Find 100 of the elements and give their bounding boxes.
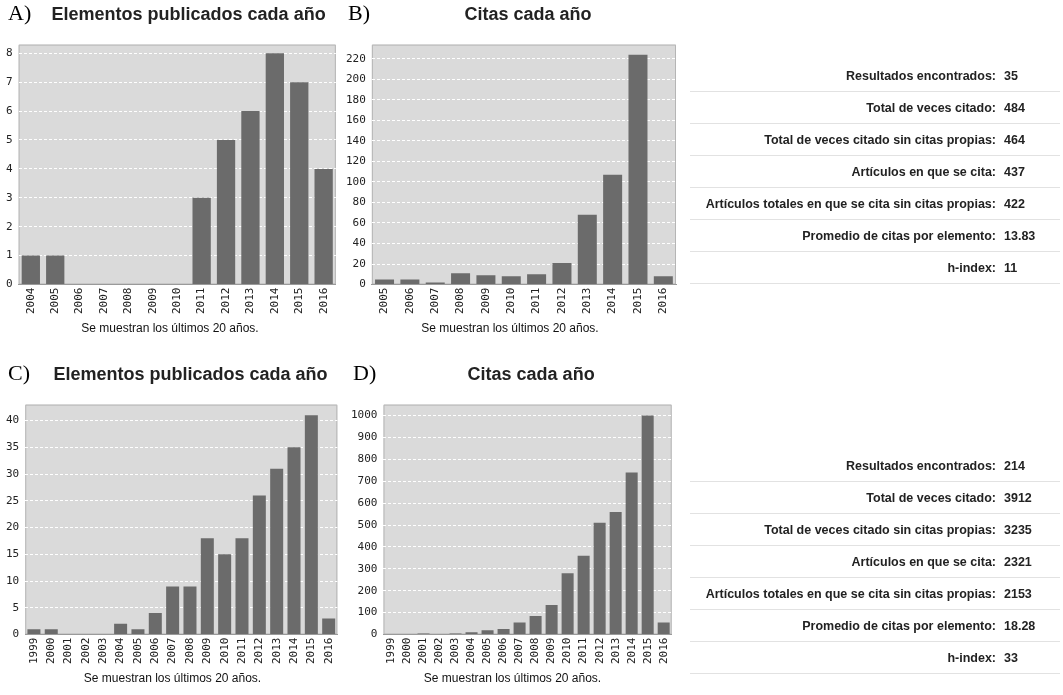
x-tick-label: 2008 — [528, 637, 542, 665]
y-tick-label: 140 — [345, 133, 366, 147]
bar — [44, 629, 58, 635]
bar — [46, 255, 65, 285]
y-tick-label: 160 — [345, 113, 366, 127]
text: Total de veces citado sin citas propias: 464 — [763, 132, 1026, 147]
y-tick-label: 5 — [6, 132, 13, 146]
y-tick-label: 100 — [357, 605, 378, 619]
bar — [552, 262, 572, 285]
y-tick-label: 30 — [6, 466, 20, 480]
bar — [653, 276, 673, 285]
text: Total de veces citado: 484 — [865, 100, 1026, 115]
y-tick-label: 220 — [345, 51, 366, 65]
bar — [513, 622, 526, 635]
y-tick-label: 60 — [352, 215, 366, 229]
x-tick-label: 2011 — [576, 637, 590, 665]
y-tick-label: 20 — [6, 520, 20, 534]
text: Total de veces citado: 3912 — [865, 490, 1033, 505]
x-tick-label: 2014 — [605, 287, 619, 315]
text: Resultados encontrados: 214 — [844, 458, 1026, 473]
y-tick-label: 4 — [6, 161, 13, 175]
y-tick-label: 6 — [6, 103, 13, 117]
x-tick-label: 2016 — [316, 287, 330, 315]
x-tick-label: 2005 — [480, 637, 494, 665]
bar — [218, 554, 232, 635]
y-tick-label: 3 — [6, 190, 13, 204]
x-tick-label: 2008 — [453, 287, 467, 315]
x-tick-label: 2010 — [560, 637, 574, 665]
bar — [451, 273, 471, 285]
x-tick-label: 2006 — [148, 637, 162, 665]
text: Se muestran los últimos 20 años. — [82, 671, 263, 685]
bar — [252, 495, 266, 635]
text: Promedio de citas por elemento: 13.83 — [801, 228, 1037, 243]
x-tick-label: 2004 — [23, 287, 37, 315]
bar — [166, 586, 180, 635]
x-tick-label: 2001 — [416, 637, 430, 665]
y-tick-label: 35 — [6, 440, 20, 454]
text: Artículos en que se cita: 2321 — [850, 554, 1033, 569]
text: A) — [8, 0, 32, 26]
x-tick-label: 2011 — [529, 287, 543, 315]
bar — [290, 82, 309, 285]
bar — [200, 538, 214, 635]
text: Se muestran los últimos 20 años. — [80, 321, 260, 335]
x-tick-label: 2009 — [145, 287, 159, 315]
y-tick-label: 8 — [6, 46, 13, 60]
y-tick-label: 15 — [6, 547, 20, 561]
x-tick-label: 2016 — [656, 287, 670, 315]
text: C) — [8, 360, 30, 386]
x-tick-label: 2015 — [640, 637, 654, 665]
y-tick-label: 80 — [352, 195, 366, 209]
x-tick-label: 2015 — [630, 287, 644, 315]
bar — [183, 586, 197, 635]
x-tick-label: 2013 — [608, 637, 622, 665]
x-tick-label: 2008 — [182, 637, 196, 665]
x-tick-label: 2000 — [44, 637, 58, 665]
x-tick-label: 2011 — [194, 287, 208, 315]
bar — [375, 279, 395, 285]
text: D) — [353, 360, 377, 386]
y-tick-label: 40 — [6, 413, 20, 427]
y-tick-label: 180 — [345, 92, 366, 106]
bar — [625, 472, 638, 635]
bar — [114, 623, 128, 635]
bar — [609, 511, 622, 635]
bar — [216, 139, 236, 285]
y-tick-label: 500 — [357, 517, 378, 531]
y-tick-label: 5 — [12, 600, 20, 614]
y-tick-label: 900 — [357, 430, 378, 444]
bar — [603, 174, 623, 285]
text: Total de veces citado sin citas propias: 3235 — [763, 522, 1033, 537]
text: Se muestran los últimos 20 años. — [422, 671, 603, 685]
bar — [657, 622, 670, 635]
x-tick-label: 2001 — [61, 637, 75, 665]
bar — [148, 613, 162, 635]
bar — [322, 618, 336, 635]
chart-title: Citas cada año — [463, 4, 593, 25]
bar — [561, 573, 574, 635]
y-tick-label: 400 — [357, 539, 378, 553]
x-tick-label: 2002 — [78, 637, 92, 665]
bar — [481, 630, 494, 635]
bar — [476, 275, 496, 285]
x-tick-label: 2004 — [113, 637, 127, 665]
x-tick-label: 2005 — [48, 287, 62, 315]
text: Resultados encontrados: 35 — [844, 68, 1019, 83]
bar — [501, 276, 521, 285]
x-tick-label: 2016 — [321, 637, 335, 665]
text: h-index: 33 — [946, 650, 1019, 665]
x-tick-label: 2004 — [464, 637, 478, 665]
y-tick-label: 0 — [359, 277, 366, 291]
y-tick-label: 1000 — [350, 408, 378, 422]
bar — [241, 111, 260, 285]
x-tick-label: 2010 — [504, 287, 518, 315]
bar — [192, 197, 211, 285]
x-tick-label: 2007 — [512, 637, 526, 665]
x-tick-label: 2012 — [592, 637, 606, 665]
x-tick-label: 2007 — [96, 287, 110, 315]
text: h-index: 11 — [946, 260, 1019, 275]
y-tick-label: 100 — [345, 174, 366, 188]
x-tick-label: 2005 — [130, 637, 144, 665]
x-tick-label: 2010 — [217, 637, 231, 665]
text: Se muestran los últimos 20 años. — [420, 321, 600, 335]
